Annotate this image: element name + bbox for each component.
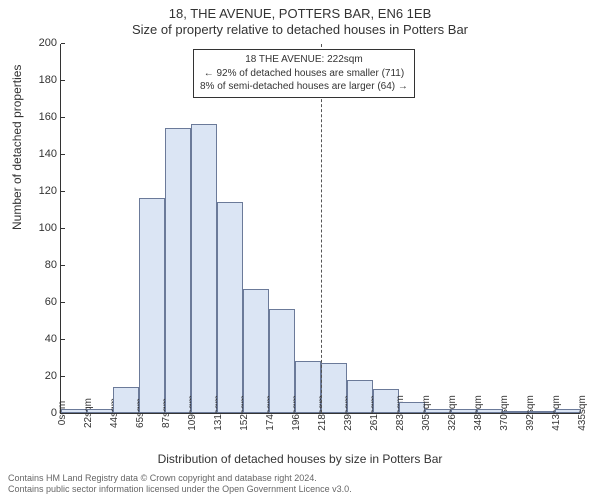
attribution-footer: Contains HM Land Registry data © Crown c…	[8, 473, 592, 496]
annotation-line: ← 92% of detached houses are smaller (71…	[200, 67, 408, 81]
histogram-chart: 0204060801001201401601802000sqm22sqm44sq…	[60, 44, 580, 414]
x-tick: 370sqm	[499, 395, 510, 431]
y-tick: 160	[27, 111, 61, 123]
y-tick: 0	[27, 407, 61, 419]
chart-title-line2: Size of property relative to detached ho…	[0, 22, 600, 39]
y-tick: 200	[27, 37, 61, 49]
y-tick: 60	[27, 296, 61, 308]
x-tick: 435sqm	[577, 395, 588, 431]
y-tick: 80	[27, 259, 61, 271]
y-tick: 140	[27, 148, 61, 160]
footer-line2: Contains public sector information licen…	[8, 484, 592, 496]
x-axis-label: Distribution of detached houses by size …	[0, 452, 600, 466]
x-tick: 283sqm	[395, 395, 406, 431]
subject-marker-line	[321, 44, 322, 413]
x-tick: 392sqm	[525, 395, 536, 431]
y-axis-label: Number of detached properties	[10, 65, 24, 230]
annotation-line: 18 THE AVENUE: 222sqm	[200, 53, 408, 67]
histogram-bar	[217, 202, 243, 413]
chart-title-line1: 18, THE AVENUE, POTTERS BAR, EN6 1EB	[0, 6, 600, 23]
x-tick: 326sqm	[447, 395, 458, 431]
y-tick: 100	[27, 222, 61, 234]
y-tick: 40	[27, 333, 61, 345]
y-tick: 180	[27, 74, 61, 86]
x-tick: 348sqm	[473, 395, 484, 431]
x-tick: 0sqm	[57, 401, 68, 425]
x-tick: 413sqm	[551, 395, 562, 431]
subject-annotation: 18 THE AVENUE: 222sqm← 92% of detached h…	[193, 49, 415, 98]
x-tick: 22sqm	[83, 398, 94, 428]
x-tick: 305sqm	[421, 395, 432, 431]
histogram-bar	[191, 124, 217, 413]
y-tick: 20	[27, 370, 61, 382]
y-tick: 120	[27, 185, 61, 197]
annotation-line: 8% of semi-detached houses are larger (6…	[200, 80, 408, 94]
histogram-bar	[165, 128, 191, 413]
histogram-bar	[139, 198, 165, 413]
footer-line1: Contains HM Land Registry data © Crown c…	[8, 473, 592, 485]
